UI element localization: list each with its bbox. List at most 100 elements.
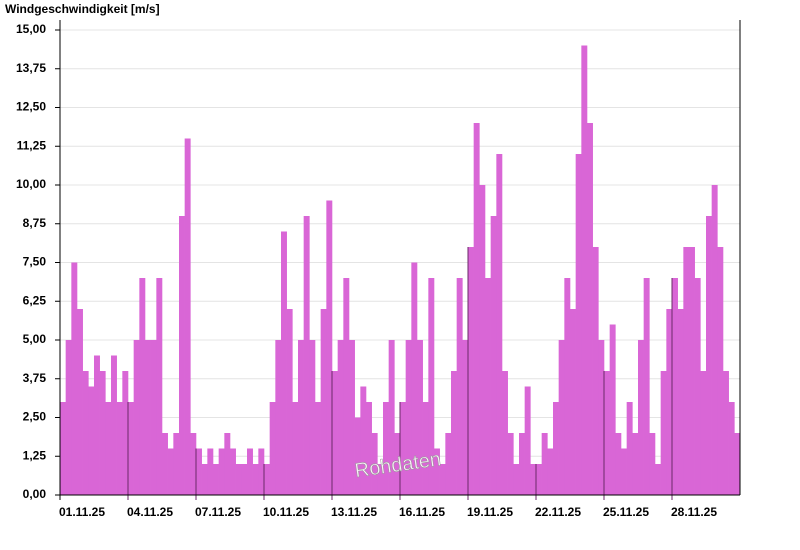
x-tick-label: 01.11.25	[59, 505, 105, 519]
y-tick-label: 13,75	[16, 61, 46, 75]
bar	[581, 45, 588, 495]
bar	[706, 216, 712, 495]
bar	[388, 340, 395, 495]
bar	[638, 340, 644, 495]
bar	[235, 464, 242, 495]
bar	[717, 247, 724, 495]
bar	[666, 309, 673, 495]
y-tick-label: 2,50	[23, 410, 47, 424]
bar	[694, 278, 701, 495]
bar	[462, 340, 469, 495]
bar	[541, 433, 548, 495]
x-tick-label: 04.11.25	[127, 505, 173, 519]
bar	[439, 464, 446, 495]
bar	[337, 340, 344, 495]
bar	[88, 386, 95, 495]
bar	[309, 340, 316, 495]
bar	[723, 371, 729, 495]
bar	[428, 278, 435, 495]
bar	[371, 433, 378, 495]
bar	[700, 371, 707, 495]
bar	[473, 123, 480, 495]
bar	[660, 371, 667, 495]
bar	[496, 154, 503, 495]
y-tick-label: 11,25	[17, 138, 47, 152]
chart-title: Windgeschwindigkeit [m/s]	[5, 2, 160, 16]
y-tick-label: 12,50	[16, 100, 46, 114]
y-tick-label: 8,75	[23, 216, 47, 230]
bar	[417, 340, 423, 495]
bar	[207, 448, 214, 495]
bar	[519, 433, 525, 495]
bar	[711, 185, 718, 495]
bar	[298, 340, 304, 495]
bar	[468, 247, 474, 495]
bar	[281, 231, 287, 495]
bar	[689, 247, 695, 495]
bar	[230, 448, 236, 495]
x-tick-label: 16.11.25	[399, 505, 445, 519]
bar	[247, 448, 253, 495]
bar	[513, 464, 520, 495]
bar	[315, 402, 321, 495]
bar	[502, 371, 508, 495]
bar	[354, 417, 361, 495]
bar	[82, 371, 89, 495]
bar	[264, 464, 270, 495]
bar	[485, 278, 491, 495]
y-tick-label: 5,00	[23, 332, 47, 346]
bar	[320, 309, 327, 495]
bar	[649, 433, 656, 495]
bar	[179, 216, 185, 495]
x-tick-label: 07.11.25	[195, 505, 241, 519]
bar	[258, 448, 265, 495]
bar	[632, 433, 639, 495]
bar	[553, 402, 559, 495]
bar	[558, 340, 565, 495]
bar	[349, 340, 355, 495]
bar	[99, 371, 106, 495]
bar	[162, 433, 168, 495]
bar	[133, 340, 140, 495]
bar	[598, 340, 605, 495]
bar	[150, 340, 157, 495]
bar	[445, 433, 452, 495]
y-tick-label: 15,00	[16, 22, 46, 36]
bar	[615, 433, 622, 495]
bar	[530, 464, 537, 495]
x-tick-label: 25.11.25	[603, 505, 649, 519]
bar	[507, 433, 514, 495]
bar	[218, 448, 225, 495]
bar	[60, 402, 66, 495]
bar	[728, 402, 735, 495]
y-tick-label: 6,25	[23, 293, 47, 307]
x-tick-label: 28.11.25	[671, 505, 717, 519]
y-tick-label: 1,25	[23, 448, 47, 462]
y-tick-label: 3,75	[23, 371, 47, 385]
x-tick-label: 22.11.25	[535, 505, 581, 519]
x-tick-label: 10.11.25	[263, 505, 309, 519]
bar	[643, 278, 650, 495]
bar	[332, 371, 338, 495]
bar	[122, 371, 129, 495]
bar	[547, 448, 554, 495]
bar	[677, 309, 684, 495]
bar	[173, 433, 180, 495]
bar	[269, 402, 276, 495]
bar	[564, 278, 571, 495]
bar	[575, 154, 582, 495]
bar	[213, 464, 219, 495]
bar	[366, 402, 372, 495]
y-tick-label: 10,00	[16, 177, 46, 191]
bar	[105, 402, 112, 495]
bar	[201, 464, 208, 495]
y-tick-label: 0,00	[23, 487, 47, 501]
bar	[570, 309, 576, 495]
bar	[479, 185, 486, 495]
bar	[224, 433, 231, 495]
bar	[252, 464, 259, 495]
bar	[360, 386, 367, 495]
bar	[734, 433, 741, 495]
bar	[116, 402, 123, 495]
